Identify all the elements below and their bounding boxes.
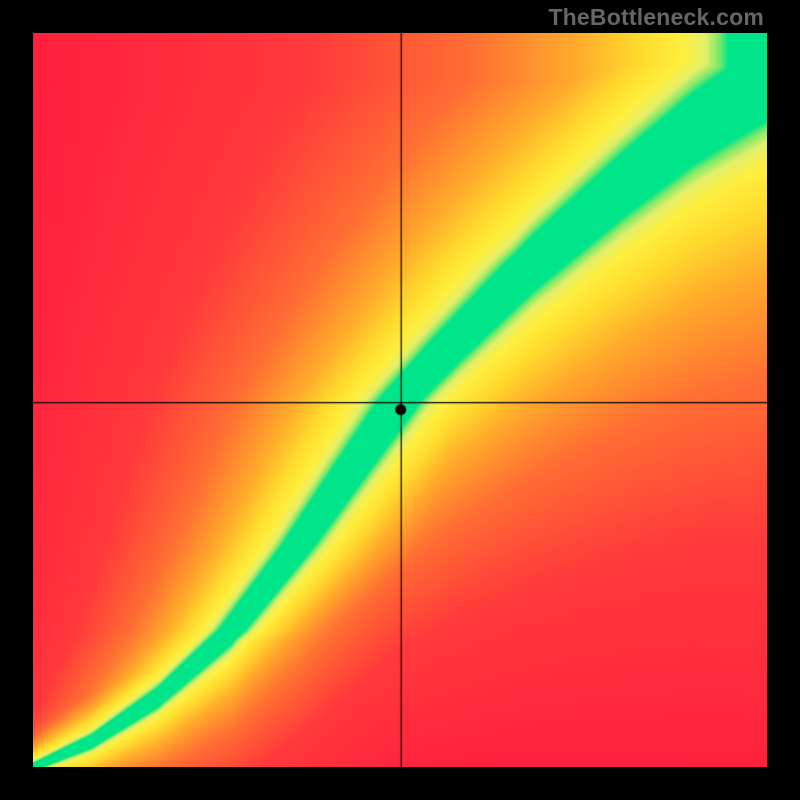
- outer-frame: TheBottleneck.com: [0, 0, 800, 800]
- watermark-text: TheBottleneck.com: [548, 4, 764, 31]
- bottleneck-heatmap: [33, 33, 767, 767]
